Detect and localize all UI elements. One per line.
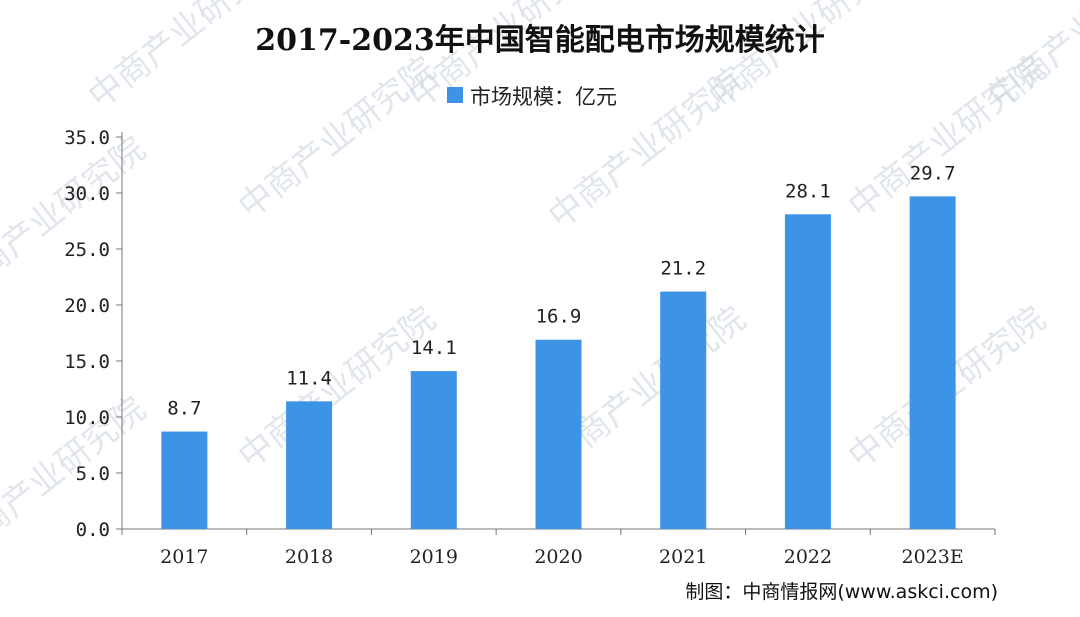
y-tick-label: 35.0 [64,127,110,149]
axes: 0.0 5.0 10.0 15.0 20.0 25.0 30.0 35.0 2017 2018 20… [64,127,996,568]
data-label: 14.1 [411,337,457,359]
x-tick-label: 2018 [285,546,333,568]
y-tick-label: 10.0 [64,407,110,429]
x-tick-label: 2019 [410,546,458,568]
data-label: 21.2 [660,258,706,280]
x-tick-label: 2021 [659,546,707,568]
data-label: 29.7 [910,162,956,184]
bar-2020 [535,339,582,529]
y-tick-label: 0.0 [76,519,110,541]
data-label: 8.7 [167,398,201,420]
x-tick-label: 2020 [534,546,582,568]
legend-label: 市场规模：亿元 [470,85,617,109]
x-tick-label: 2017 [160,546,208,568]
bar-2017 [161,431,208,529]
data-label: 11.4 [286,367,332,389]
y-tick-label: 25.0 [64,239,110,261]
x-tick-label: 2023E [902,546,964,568]
x-tick-label: 2022 [784,546,832,568]
data-label: 16.9 [536,306,582,328]
watermark-text: 中商产业研究院 [0,129,153,307]
bar-2021 [660,291,707,529]
bar-2023E [909,196,956,530]
bar-2018 [286,401,333,529]
watermark-text: 中商产业研究院 [231,49,443,227]
y-tick-label: 30.0 [64,183,110,205]
y-tick-label: 20.0 [64,295,110,317]
data-label: 28.1 [785,180,831,202]
data-labels: 8.7 11.4 14.1 16.9 21.2 28.1 29.7 [167,162,955,419]
bars [161,196,956,530]
source-note: 制图：中商情报网(www.askci.com) [685,581,998,603]
y-tick-label: 5.0 [76,463,110,485]
watermark-text: 中商产业研究院 [701,0,913,117]
chart-title: 2017-2023年中国智能配电市场规模统计 [255,23,824,58]
bar-2022 [784,214,831,529]
bar-2019 [410,371,457,529]
watermark-text: 中商产业研究院 [81,0,293,117]
watermark-text: 中商产业研究院 [981,0,1080,117]
y-tick-label: 15.0 [64,351,110,373]
legend-swatch [447,87,463,103]
legend: 市场规模：亿元 [447,85,617,109]
